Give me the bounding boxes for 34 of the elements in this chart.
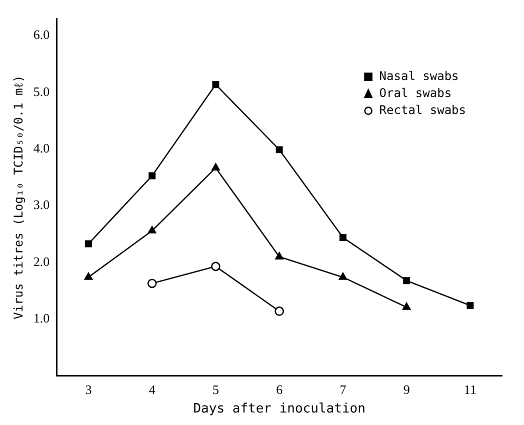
point bbox=[148, 172, 156, 180]
x-tick-label: 7 bbox=[340, 382, 347, 398]
point bbox=[466, 302, 474, 310]
point bbox=[274, 306, 284, 316]
point bbox=[403, 277, 410, 284]
point bbox=[275, 252, 284, 260]
x-tick-label: 4 bbox=[148, 382, 156, 398]
x-tick-label: 9 bbox=[403, 382, 410, 398]
point bbox=[276, 146, 283, 154]
x-axis-title: Days after inoculation bbox=[193, 402, 366, 417]
x-tick-label: 3 bbox=[85, 382, 92, 398]
point bbox=[212, 81, 220, 88]
legend-label: Nasal swabs bbox=[379, 68, 459, 83]
x-tick-label: 5 bbox=[212, 382, 219, 398]
point bbox=[147, 278, 157, 288]
point bbox=[338, 272, 348, 280]
y-tick-label: 1.0 bbox=[33, 310, 50, 326]
point bbox=[211, 262, 220, 272]
point bbox=[402, 302, 411, 310]
point bbox=[148, 226, 156, 234]
legend-label: Oral swabs bbox=[379, 86, 452, 100]
y-tick-label: 4.0 bbox=[33, 140, 50, 156]
y-tick-label: 3.0 bbox=[33, 197, 50, 212]
point bbox=[84, 272, 93, 280]
legend-label: Rectal swabs bbox=[379, 102, 466, 117]
y-tick-label: 6.0 bbox=[33, 27, 50, 42]
point bbox=[339, 234, 346, 242]
x-tick-label: 11 bbox=[464, 382, 476, 398]
point bbox=[84, 240, 92, 248]
x-tick-label: 6 bbox=[276, 382, 284, 398]
y-tick-label: 2.0 bbox=[33, 254, 50, 269]
point bbox=[212, 163, 220, 170]
y-tick-label: 5.0 bbox=[33, 84, 50, 99]
y-axis-title: Virus titres (Log₁₀ TCID₅₀/0.1 mℓ) bbox=[11, 75, 26, 320]
